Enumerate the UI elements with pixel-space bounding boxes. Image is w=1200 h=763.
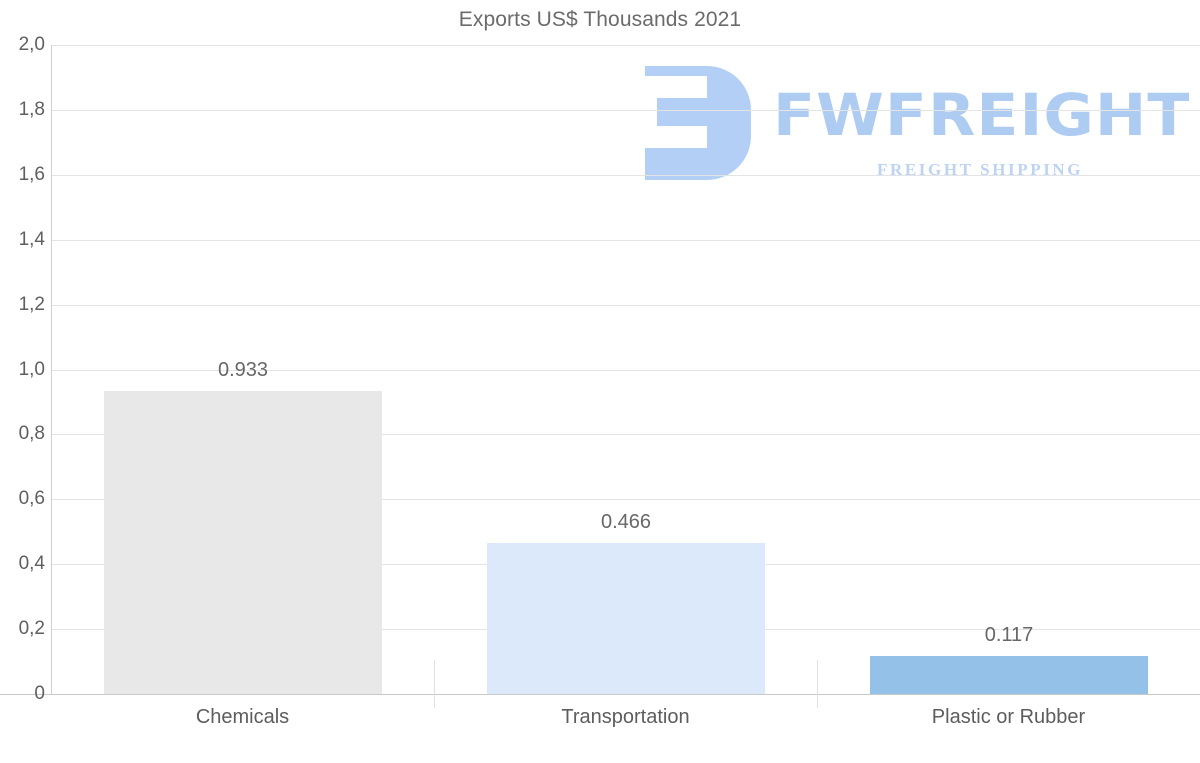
y-axis-tick-label: 0,4 <box>18 553 45 575</box>
y-axis-tick-label: 1,0 <box>18 358 45 380</box>
gridline <box>51 305 1200 306</box>
bars-layer <box>51 45 1200 694</box>
y-axis-tick-label: 2,0 <box>18 34 45 55</box>
bar-value-label: 0.466 <box>600 511 652 533</box>
y-axis-tick-label: 1,2 <box>18 293 45 315</box>
bar[interactable] <box>870 656 1148 694</box>
gridline <box>51 240 1200 241</box>
gridline <box>51 45 1200 46</box>
y-axis-tick-label: 1,8 <box>18 98 45 120</box>
y-axis-tick-label: 0 <box>34 683 45 704</box>
y-axis-tick-label: 0,2 <box>18 618 45 640</box>
gridline <box>51 499 1200 500</box>
bar-value-label: 0.933 <box>217 359 269 381</box>
bar-value-label: 0.117 <box>984 624 1034 646</box>
x-axis-category-label: Chemicals <box>195 706 290 728</box>
bar[interactable] <box>487 543 765 694</box>
y-axis-tick-label: 0,8 <box>18 423 45 445</box>
y-axis-tick-label: 0,6 <box>18 488 45 510</box>
x-axis-category-label: Plastic or Rubber <box>931 706 1086 728</box>
gridline <box>51 110 1200 111</box>
x-axis-category-label: Transportation <box>561 706 690 728</box>
x-axis-line <box>0 694 1200 695</box>
gridline <box>51 175 1200 176</box>
y-axis-tick-label: 1,6 <box>18 163 45 185</box>
y-axis-line <box>51 45 52 695</box>
chart-title: Exports US$ Thousands 2021 <box>458 8 742 31</box>
y-axis-ticks: 2,0 1,8 1,6 1,4 1,2 1,0 0,8 0,6 0,4 0,2 0 <box>0 0 45 763</box>
category-divider <box>434 660 435 708</box>
gridline <box>51 370 1200 371</box>
category-divider <box>817 660 818 708</box>
gridline <box>51 434 1200 435</box>
plot-area <box>51 45 1200 695</box>
bar[interactable] <box>104 391 382 694</box>
y-axis-tick-label: 1,4 <box>18 228 45 250</box>
